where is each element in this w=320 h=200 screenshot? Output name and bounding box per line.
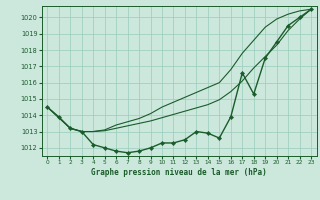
X-axis label: Graphe pression niveau de la mer (hPa): Graphe pression niveau de la mer (hPa)	[91, 168, 267, 177]
